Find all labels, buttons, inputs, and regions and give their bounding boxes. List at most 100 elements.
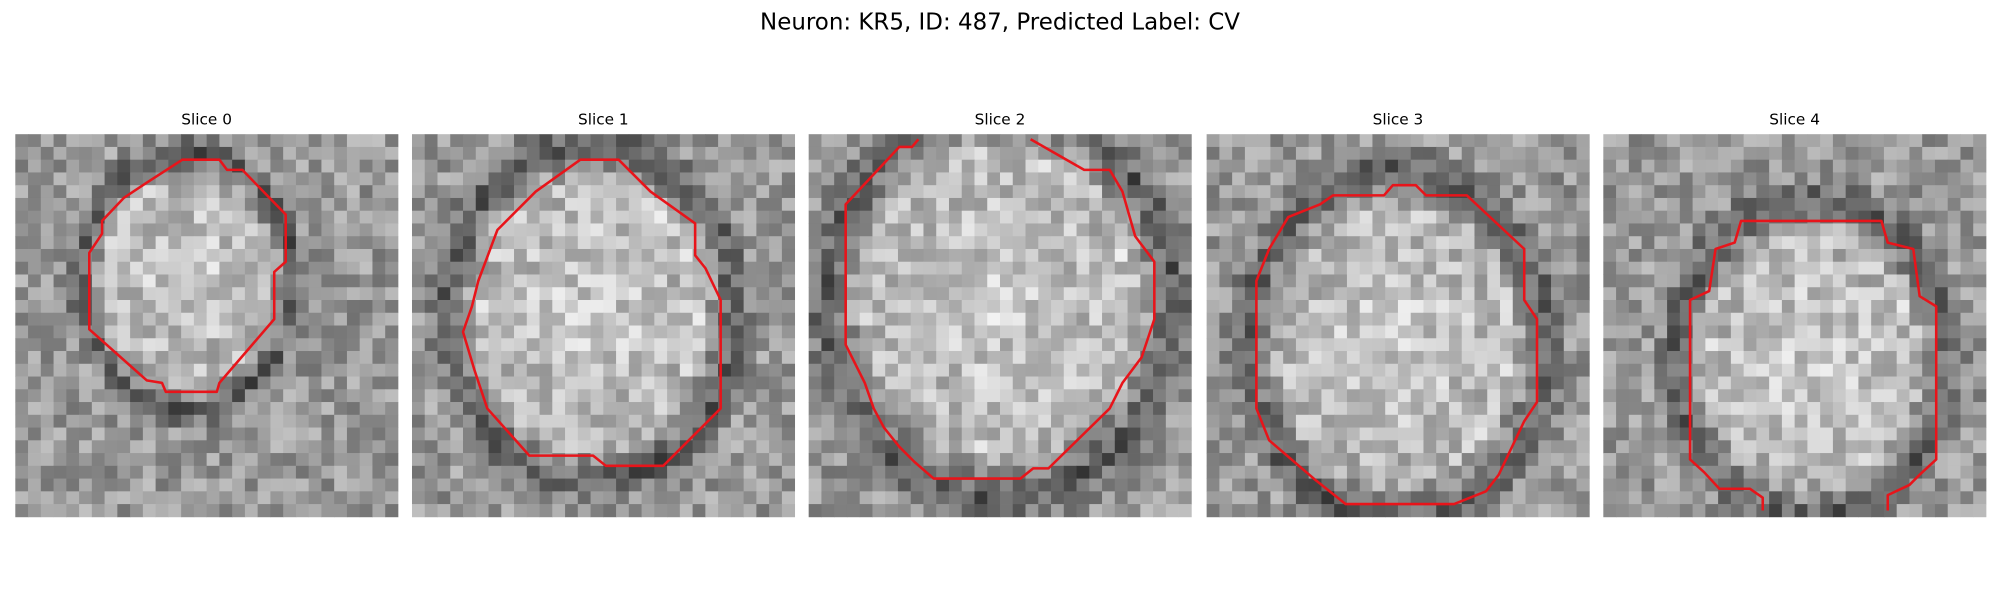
pixel	[232, 478, 246, 492]
pixel	[1743, 325, 1757, 339]
pixel	[385, 223, 399, 237]
pixel	[385, 465, 399, 479]
pixel	[846, 172, 861, 186]
pixel	[565, 491, 579, 505]
pixel	[232, 248, 246, 263]
pixel	[590, 197, 604, 212]
pixel	[219, 453, 233, 467]
pixel	[1500, 312, 1514, 326]
pixel	[628, 453, 642, 467]
pixel	[181, 414, 195, 428]
pixel	[321, 185, 335, 199]
pixel	[628, 274, 642, 288]
pixel	[244, 504, 259, 518]
pixel	[1820, 427, 1834, 441]
pixel	[15, 440, 29, 454]
pixel	[1000, 465, 1014, 479]
pixel	[1718, 248, 1732, 263]
pixel	[270, 172, 284, 186]
pixel	[821, 504, 835, 518]
pixel	[1321, 134, 1335, 148]
pixel	[91, 414, 105, 428]
pixel	[756, 363, 770, 377]
pixel	[1283, 312, 1297, 326]
pixel	[961, 172, 975, 186]
pixel	[628, 325, 642, 339]
pixel	[769, 134, 783, 148]
pixel	[1667, 261, 1681, 275]
pixel	[1563, 197, 1577, 212]
pixel	[475, 210, 489, 224]
pixel	[1038, 300, 1052, 314]
pixel	[692, 325, 706, 339]
pixel	[193, 478, 208, 492]
pixel	[66, 134, 80, 148]
pixel	[117, 146, 131, 161]
pixel	[781, 440, 796, 454]
pixel	[974, 414, 988, 428]
pixel	[897, 338, 912, 352]
pixel	[346, 134, 361, 148]
pixel	[1832, 427, 1847, 441]
pixel	[501, 185, 515, 199]
pixel	[872, 223, 886, 237]
pixel	[1448, 389, 1463, 403]
pixel	[603, 453, 617, 467]
pixel	[463, 197, 477, 212]
pixel	[1474, 248, 1488, 263]
pixel	[321, 197, 335, 212]
pixel	[1102, 427, 1116, 441]
pixel	[1845, 274, 1859, 288]
pixel	[1538, 274, 1552, 288]
pixel	[1679, 504, 1693, 518]
pixel	[1538, 351, 1552, 365]
pixel	[769, 248, 783, 263]
pixel	[923, 274, 937, 288]
pixel	[539, 300, 553, 314]
pixel	[743, 402, 757, 416]
pixel	[616, 440, 630, 454]
pixel	[1973, 134, 1987, 148]
pixel	[270, 159, 284, 173]
pixel	[232, 351, 246, 365]
pixel	[1667, 146, 1681, 161]
pixel	[1922, 338, 1936, 352]
pixel	[501, 172, 515, 186]
pixel	[79, 159, 93, 173]
pixel	[1359, 389, 1373, 403]
panels: Slice 0 Slice 1 Slice 2 Slice 3 Slice 4	[15, 111, 1987, 518]
pixel	[1705, 146, 1719, 161]
pixel	[372, 478, 386, 492]
pixel	[1692, 338, 1706, 352]
pixel	[565, 274, 579, 288]
pixel	[1461, 465, 1475, 479]
pixel	[181, 159, 195, 173]
pixel	[1616, 478, 1630, 492]
pixel	[1769, 491, 1783, 505]
pixel	[1308, 274, 1322, 288]
pixel	[1603, 210, 1617, 224]
pixel	[334, 414, 348, 428]
pixel	[846, 300, 861, 314]
pixel	[385, 287, 399, 301]
pixel	[1140, 312, 1154, 326]
pixel	[1165, 465, 1179, 479]
pixel	[40, 223, 54, 237]
pixel	[117, 325, 131, 339]
pixel	[705, 504, 719, 518]
pixel	[53, 134, 67, 148]
slice-panel: Slice 1	[411, 111, 796, 518]
pixel	[872, 351, 886, 365]
pixel	[859, 440, 873, 454]
pixel	[1076, 338, 1090, 352]
pixel	[1934, 453, 1949, 467]
pixel	[1257, 134, 1271, 148]
pixel	[808, 223, 822, 237]
pixel	[1244, 146, 1259, 161]
pixel	[1012, 402, 1026, 416]
pixel	[1397, 504, 1412, 518]
pixel	[1140, 376, 1154, 390]
pixel	[590, 351, 604, 365]
pixel	[411, 453, 426, 467]
pixel	[1165, 185, 1179, 199]
